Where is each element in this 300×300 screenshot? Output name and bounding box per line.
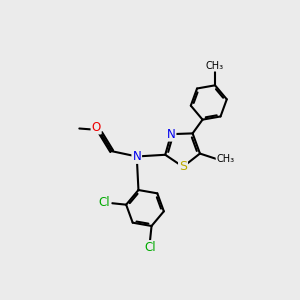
Text: S: S bbox=[179, 160, 187, 173]
Text: Cl: Cl bbox=[144, 241, 156, 254]
Text: CH₃: CH₃ bbox=[217, 154, 235, 164]
Text: CH₃: CH₃ bbox=[206, 61, 224, 70]
Text: N: N bbox=[132, 150, 141, 163]
Text: Cl: Cl bbox=[99, 196, 110, 209]
Text: O: O bbox=[92, 121, 101, 134]
Text: N: N bbox=[167, 128, 176, 141]
